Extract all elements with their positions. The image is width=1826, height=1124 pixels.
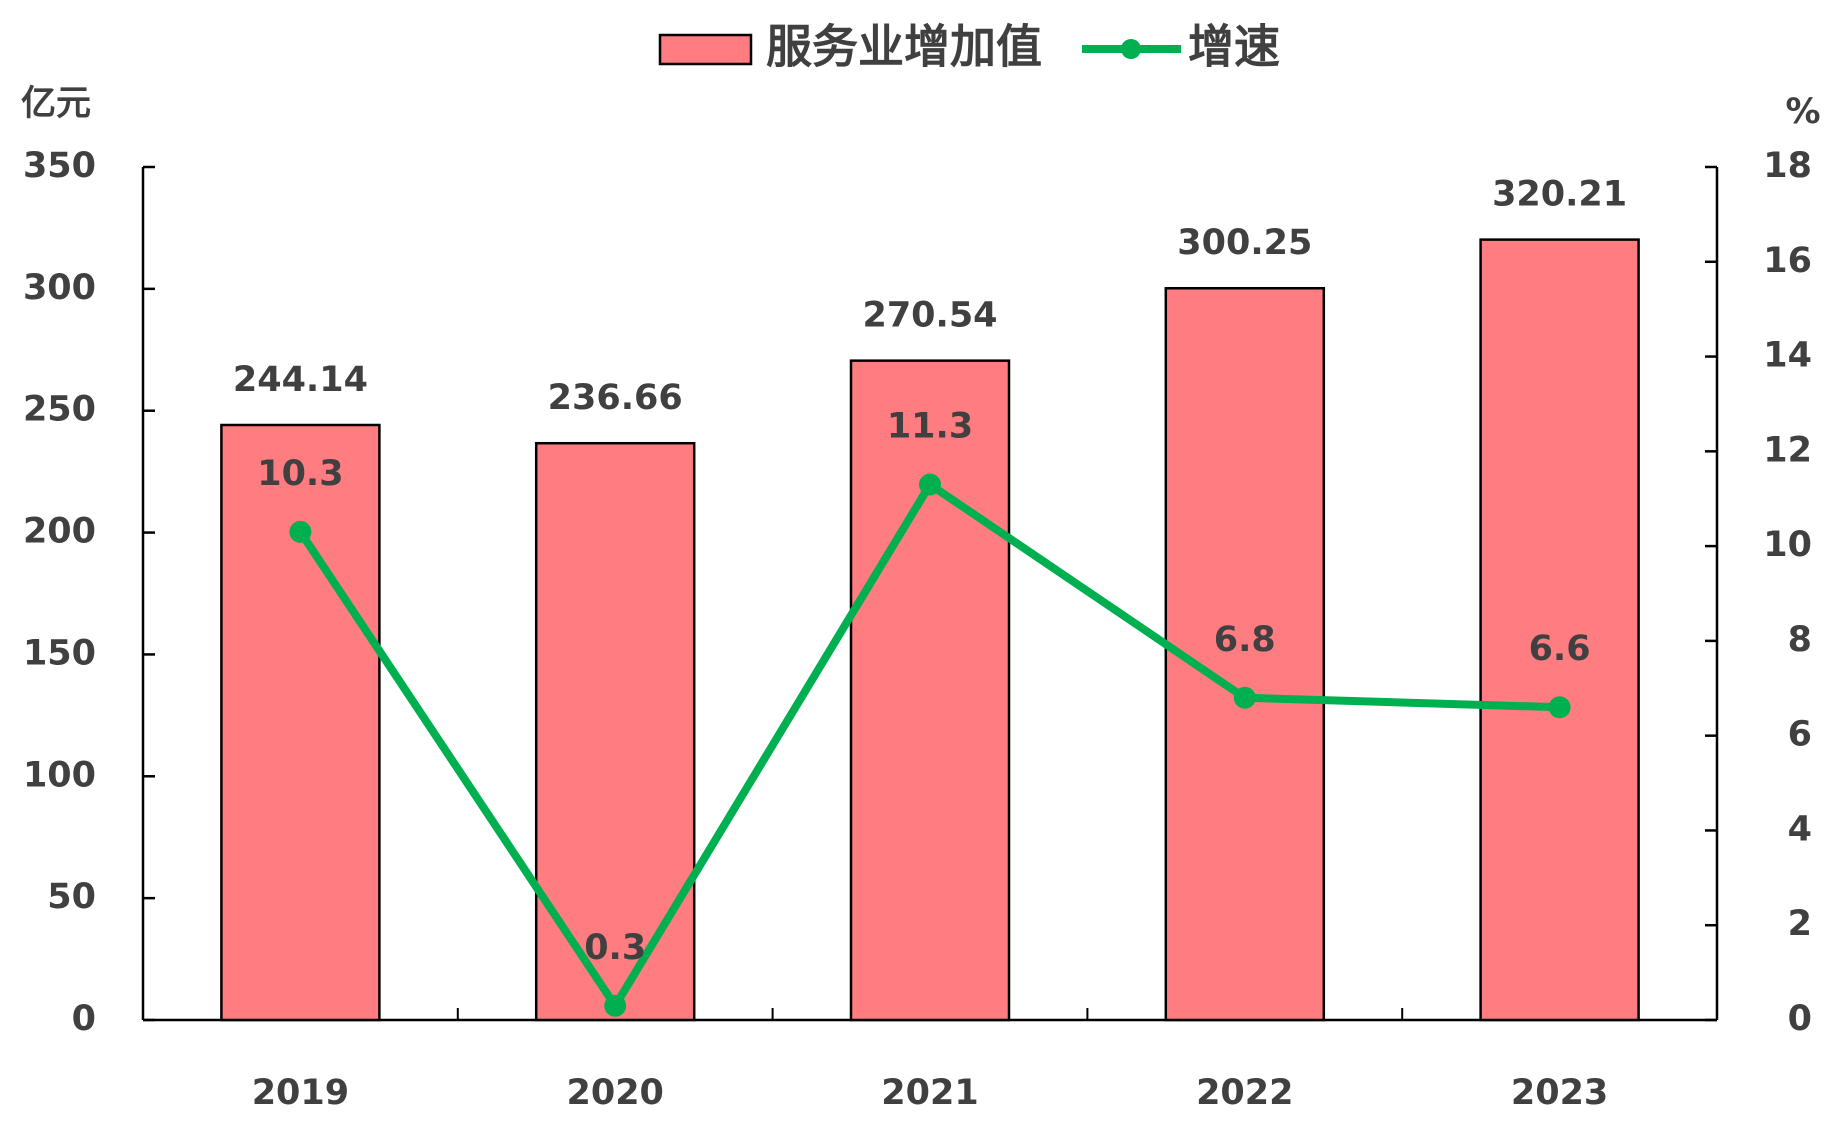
bar — [1479, 238, 1640, 1022]
x-tick-label: 2022 — [1196, 1073, 1293, 1113]
y2-tick-label: 4 — [1788, 809, 1812, 849]
y2-tick-label: 10 — [1763, 525, 1812, 565]
line-value-label: 10.3 — [257, 454, 343, 494]
line-value-label: 11.3 — [887, 407, 973, 447]
y-tick-label: 100 — [23, 755, 96, 795]
y2-tick-label: 0 — [1788, 999, 1812, 1039]
bar-value-label: 270.54 — [862, 296, 997, 336]
y-tick-label: 250 — [23, 390, 96, 430]
y2-tick-label: 8 — [1788, 620, 1812, 660]
bar — [220, 423, 381, 1022]
y-tick-label: 300 — [23, 268, 96, 308]
y-tick-label: 50 — [47, 877, 96, 917]
y-tick-label: 200 — [23, 512, 96, 552]
y2-tick-label: 6 — [1788, 715, 1812, 755]
line-value-label: 6.8 — [1214, 620, 1276, 660]
bar-value-label: 320.21 — [1492, 175, 1627, 215]
y2-tick-label: 16 — [1763, 241, 1812, 281]
y-axis-unit: 亿元 — [21, 84, 91, 124]
legend-swatch — [658, 33, 753, 66]
y2-tick-label: 18 — [1763, 146, 1812, 186]
line-marker — [1233, 686, 1256, 709]
line-value-label: 0.3 — [584, 928, 646, 968]
bar — [849, 359, 1011, 1022]
bar-value-label: 300.25 — [1177, 223, 1312, 263]
y2-tick-label: 14 — [1763, 336, 1812, 376]
bar-value-label: 244.14 — [233, 360, 368, 400]
x-tick-label: 2023 — [1511, 1073, 1608, 1113]
line-marker — [604, 994, 627, 1017]
line-marker — [1548, 696, 1571, 719]
bar — [1164, 286, 1326, 1022]
legend-label: 增速 — [1188, 20, 1280, 74]
y-tick-label: 350 — [23, 146, 96, 186]
line-marker — [289, 520, 312, 543]
y2-axis-unit: % — [1785, 92, 1820, 132]
y2-tick-label: 2 — [1788, 904, 1812, 944]
x-tick-label: 2020 — [566, 1073, 663, 1113]
x-tick-label: 2019 — [252, 1073, 349, 1113]
y2-tick-label: 12 — [1763, 430, 1812, 470]
legend-marker — [1121, 39, 1141, 59]
bar-value-label: 236.66 — [548, 378, 683, 418]
line-value-label: 6.6 — [1529, 629, 1591, 669]
y-tick-label: 150 — [23, 633, 96, 673]
legend-label: 服务业增加值 — [766, 20, 1042, 74]
y-tick-label: 0 — [72, 999, 96, 1039]
x-tick-label: 2021 — [881, 1073, 978, 1113]
line-marker — [919, 473, 941, 496]
